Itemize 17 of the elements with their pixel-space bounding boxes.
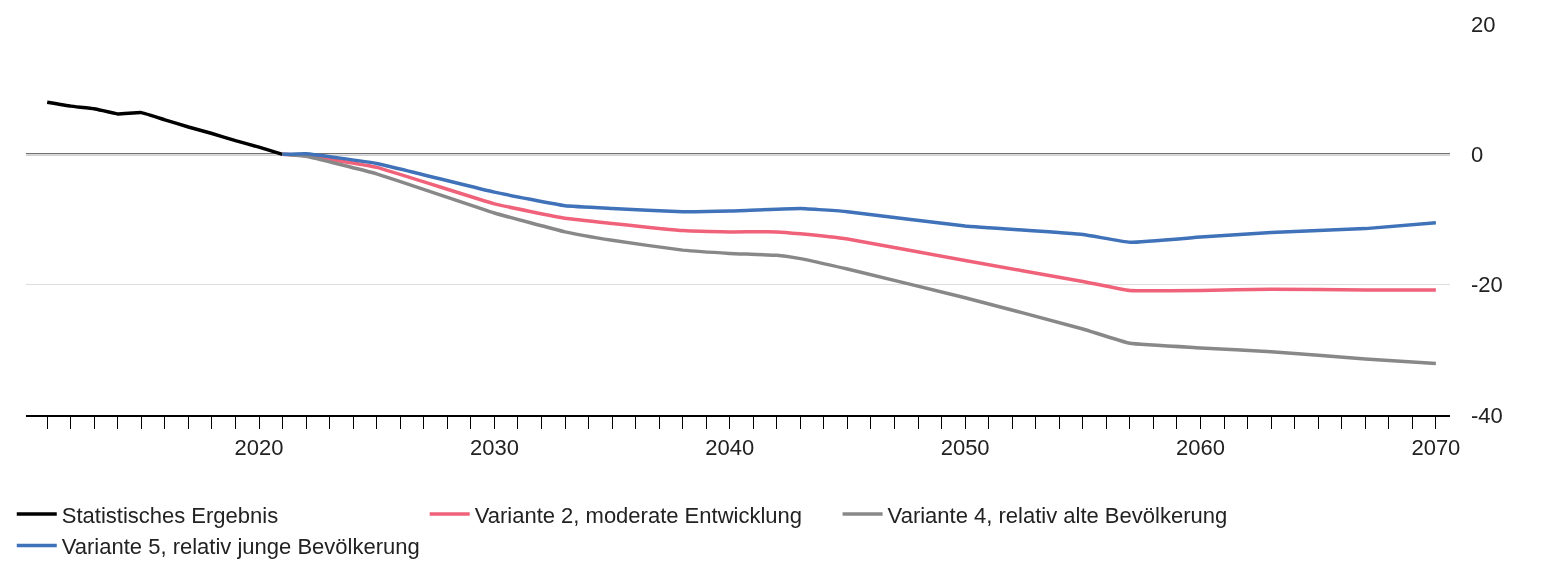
y-tick-label: -20 (1471, 272, 1503, 298)
x-tick-label: 2070 (1411, 435, 1461, 461)
legend-label: Variante 5, relativ junge Bevölkerung (61, 534, 420, 560)
legend-label: Variante 4, relativ alte Bevölkerung (887, 502, 1228, 528)
line-series (280, 151, 1438, 245)
line-series (280, 152, 1438, 366)
x-tick-label: 2030 (469, 435, 519, 461)
legend-label: Statistisches Ergebnis (61, 502, 279, 528)
x-tick-label: 2020 (234, 435, 284, 461)
y-tick-label: 0 (1471, 142, 1484, 168)
y-tick-label: -40 (1471, 402, 1503, 428)
x-tick-label: 2050 (940, 435, 990, 461)
y-tick-label: 20 (1471, 11, 1496, 37)
x-tick-label: 2040 (705, 435, 755, 461)
x-tick-label: 2060 (1176, 435, 1225, 461)
legend-label: Variante 2, moderate Entwicklung (474, 502, 803, 528)
line-series (45, 100, 285, 157)
